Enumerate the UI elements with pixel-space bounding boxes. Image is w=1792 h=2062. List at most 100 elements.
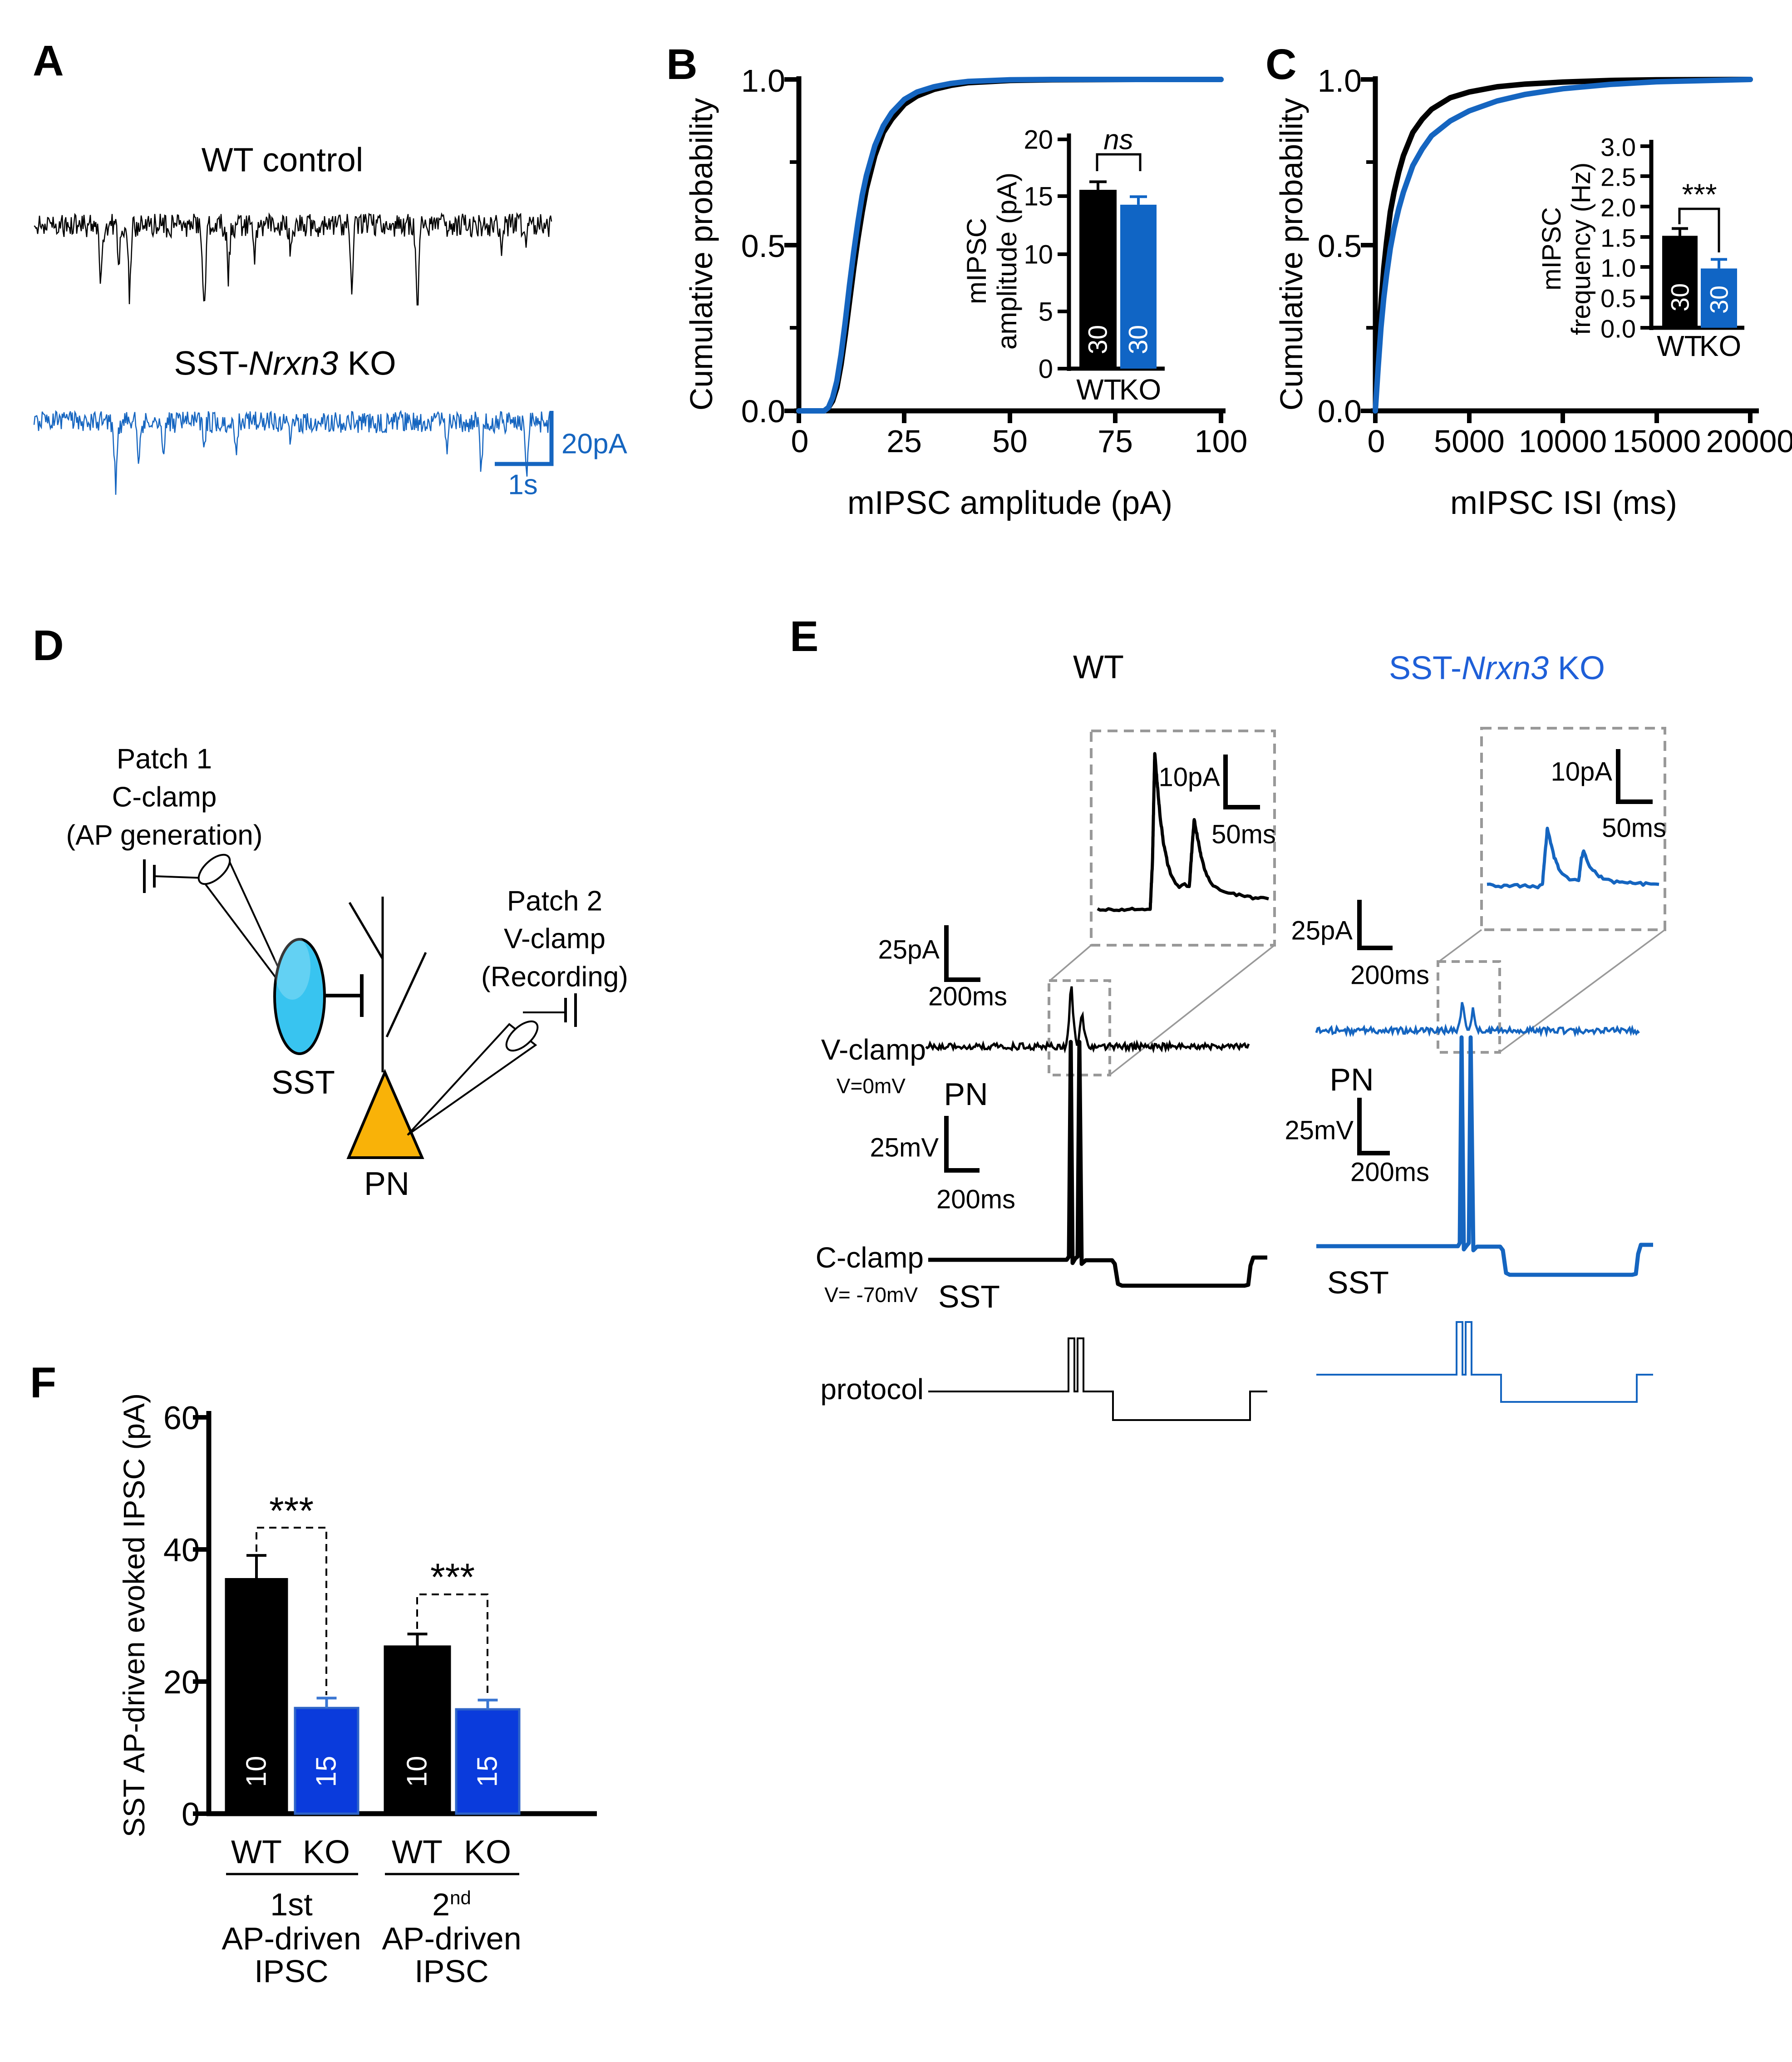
ko-cclamp-scalebar (1357, 1098, 1390, 1155)
b-xtick: 75 (1098, 424, 1133, 459)
f-ytick: 20 (163, 1664, 200, 1701)
b-inset-ytick: 0 (1038, 354, 1053, 384)
b-inset-ticks (1058, 138, 1069, 370)
c-inset-sig-bracket (1678, 207, 1720, 252)
panelA-wt-trace (34, 212, 552, 306)
f-cat-3: WT (392, 1834, 443, 1870)
c-inset-n-ko: 30 (1704, 285, 1733, 314)
b-inset-cat-ko: KO (1119, 373, 1162, 406)
d-patch1-line2: C-clamp (112, 781, 217, 813)
c-inset-ytick: 1.0 (1600, 253, 1636, 282)
panelE-wt-column (928, 730, 1276, 1421)
f-group2-line3: IPSC (414, 1953, 489, 1989)
b-ytick: 0.5 (741, 228, 785, 264)
panelC-curves (1373, 77, 1753, 414)
e-ko-c-scale-time: 200ms (1350, 1157, 1430, 1187)
e-ko-sst-label: SST (1327, 1265, 1389, 1300)
e-wt-inset-scale-time: 50ms (1211, 819, 1276, 849)
wt-inset-scalebar (1223, 755, 1260, 809)
g-a-wt-line (34, 212, 552, 306)
c-inset-ticks (1640, 144, 1651, 330)
bar-WT-0 (1662, 236, 1698, 328)
ko-inset-scalebar (1616, 749, 1653, 804)
e-ko-v-scale-time: 200ms (1350, 960, 1430, 990)
g-e-ko-inset-line (1487, 826, 1659, 889)
b-inset-ytick: 5 (1038, 297, 1053, 327)
c-xtick: 10000 (1518, 424, 1607, 459)
panelA-wt-title: WT control (201, 141, 364, 179)
f-n-3: 10 (401, 1756, 433, 1787)
f-sig-2: *** (430, 1555, 475, 1598)
c-ytick: 0.5 (1317, 228, 1362, 264)
ko-vclamp-scalebar (1357, 900, 1393, 950)
c-inset-ytick: 0.5 (1600, 284, 1636, 313)
wt-vclamp-scalebar (944, 925, 980, 982)
c-inset-ytick: 0.0 (1600, 314, 1636, 343)
c-x-axis-label: mIPSC ISI (ms) (1450, 485, 1677, 521)
b-inset-ytick: 15 (1024, 182, 1053, 212)
f-ytick: 60 (163, 1400, 200, 1436)
e-wt-v-scale-amp: 25pA (878, 935, 940, 965)
b-inset-ytick: 20 (1024, 125, 1053, 155)
panel-label-C: C (1265, 40, 1297, 89)
d-patch2-line3: (Recording) (481, 961, 628, 993)
panel-label-F: F (30, 1359, 57, 1407)
b-inset-sig-bracket (1096, 153, 1142, 171)
f-n-1: 10 (241, 1756, 272, 1787)
e-cclamp-label: C-clamp (815, 1241, 924, 1274)
e-ko-inset-scale-time: 50ms (1602, 813, 1666, 843)
e-wt-pn-label: PN (944, 1076, 988, 1112)
panelF-bars (225, 1554, 521, 1815)
f-cat-4: KO (463, 1834, 512, 1870)
curve-SST-Nrxn3 KO (796, 77, 1224, 414)
b-xtick: 50 (992, 424, 1028, 459)
c-inset-y-axis-label: mIPSC frequency (Hz) (1537, 162, 1596, 335)
bar-KO-1 (294, 1707, 359, 1815)
b-ytick: 1.0 (741, 63, 785, 99)
g-a-ko-line (33, 409, 552, 495)
c-xtick: 15000 (1612, 424, 1701, 459)
c-ytick: 0.0 (1317, 394, 1362, 429)
pn-cell (346, 1069, 424, 1159)
b-xtick: 100 (1194, 424, 1248, 459)
wt-inset-box (1090, 730, 1276, 947)
f-y-axis-label: SST AP-driven evoked IPSC (pA) (117, 1393, 151, 1838)
e-vclamp-label: V-clamp (821, 1033, 926, 1066)
c-xtick: 5000 (1434, 424, 1505, 459)
f-group1-line3: IPSC (254, 1953, 329, 1989)
e-ko-v-scale-amp: 25pA (1291, 916, 1353, 946)
e-ko-title: SST-Nrxn3 KO (1388, 650, 1605, 686)
panelE-wt-vclamp-trace (925, 986, 1250, 1054)
panelA-scalebar (495, 411, 554, 466)
f-ytick: 0 (181, 1796, 200, 1833)
c-inset-ytick: 3.0 (1600, 133, 1636, 162)
b-inset-n-wt: 30 (1083, 325, 1113, 355)
c-y-axis-label: Cumulative probability (1274, 98, 1309, 411)
d-sst-label: SST (271, 1065, 335, 1101)
e-protocol-label: protocol (820, 1373, 924, 1406)
b-inset-cat-wt: WT (1076, 373, 1122, 406)
b-x-ticks (797, 411, 1223, 423)
b-inset-sig: ns (1103, 124, 1133, 156)
bar-KO-1 (1120, 204, 1157, 369)
e-ko-inset-scale-amp: 10pA (1551, 757, 1612, 787)
panelC-inset-bars (1662, 227, 1737, 328)
wt-zoom-box (1048, 979, 1111, 1076)
panelE-wt-inset-trace (1097, 752, 1269, 913)
ko-connector (1438, 929, 1482, 962)
c-inset-ytick: 1.5 (1600, 223, 1636, 252)
f-group2-line1: 2nd (432, 1887, 471, 1922)
e-wt-title: WT (1073, 649, 1124, 686)
panel-label-D: D (33, 622, 64, 670)
f-cat-1: WT (231, 1834, 282, 1870)
wt-connector (1110, 944, 1275, 1075)
f-ytick: 40 (163, 1532, 200, 1569)
f-group1-line2: AP-driven (222, 1921, 361, 1956)
panel-label-B: B (666, 40, 698, 89)
e-wt-inset-scale-amp: 10pA (1158, 762, 1220, 792)
e-ko-c-scale-amp: 25mV (1285, 1115, 1354, 1145)
d-patch2-line1: Patch 2 (507, 885, 603, 917)
e-wt-c-scale-amp: 25mV (870, 1133, 939, 1163)
g-e-wt-inset-line (1097, 752, 1269, 913)
e-ko-pn-label: PN (1329, 1062, 1374, 1097)
